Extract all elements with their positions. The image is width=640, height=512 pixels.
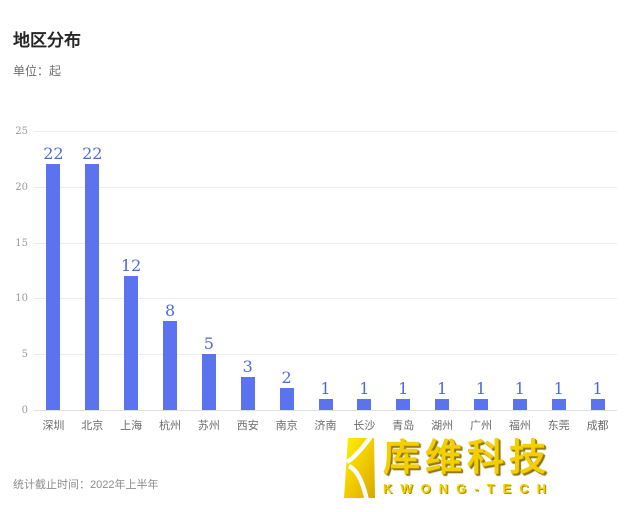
- y-axis-tick-label: 25: [15, 126, 28, 137]
- bar-value-label: 12: [120, 256, 142, 276]
- bar-东莞[interactable]: [551, 398, 566, 410]
- bar-value-label: 22: [43, 144, 64, 164]
- x-axis-category-label: 长沙: [353, 420, 376, 432]
- y-axis-tick-label: 10: [15, 293, 28, 305]
- x-axis-category-label: 福州: [508, 420, 531, 432]
- bar-成都[interactable]: [590, 398, 605, 410]
- y-axis-tick-label: 5: [21, 349, 28, 361]
- x-axis-category-label: 湖州: [431, 420, 454, 432]
- x-axis-category-label: 深圳: [42, 420, 65, 432]
- x-axis-category-label: 济南: [314, 420, 337, 432]
- bar-长沙[interactable]: [357, 398, 372, 410]
- chart-title: 地区分布: [13, 31, 81, 51]
- x-axis-category-label: 青岛: [392, 420, 415, 432]
- logo-k-icon: [344, 438, 375, 498]
- bar-value-label: 1: [514, 378, 525, 398]
- bar-湖州[interactable]: [435, 398, 450, 410]
- chart-unit-label: 单位：起: [13, 64, 62, 78]
- gridline: [34, 298, 617, 300]
- bar-苏州[interactable]: [201, 354, 216, 410]
- bar-杭州[interactable]: [163, 320, 178, 410]
- x-axis-category-label: 东莞: [547, 420, 570, 432]
- bar-value-label: 2: [281, 367, 292, 387]
- gridline: [34, 186, 617, 188]
- x-axis-category-label: 广州: [469, 420, 492, 432]
- bar-value-label: 22: [82, 144, 103, 164]
- x-axis-category-label: 上海: [120, 420, 143, 432]
- bar-北京[interactable]: [85, 164, 100, 410]
- y-axis-tick-label: 0: [21, 405, 28, 416]
- bar-value-label: 1: [320, 378, 331, 398]
- bar-value-label: 1: [553, 378, 564, 398]
- y-axis-tick-label: 20: [15, 181, 28, 193]
- x-axis-category-label: 苏州: [197, 420, 220, 432]
- company-logo: 库维科技 KWONG-TECH: [344, 438, 554, 498]
- x-axis-category-label: 杭州: [159, 420, 182, 432]
- gridline: [34, 354, 617, 356]
- bar-福州[interactable]: [512, 398, 527, 410]
- x-axis-category-label: 成都: [586, 420, 609, 432]
- logo-text: 库维科技 KWONG-TECH: [383, 436, 554, 497]
- bar-青岛[interactable]: [396, 398, 411, 410]
- x-axis-category-label: 北京: [81, 420, 104, 432]
- x-axis-category-label: 西安: [236, 420, 259, 432]
- bar-上海[interactable]: [124, 276, 139, 410]
- bar-value-label: 1: [437, 378, 448, 398]
- bar-南京[interactable]: [279, 387, 294, 410]
- bar-广州[interactable]: [473, 398, 488, 410]
- bar-value-label: 5: [203, 334, 214, 354]
- logo-cn-name: 库维科技: [383, 436, 551, 479]
- bar-chart-plot-area: 0 5 10 15 20 25 22 深圳 22 北京 12 上海 8 杭州 5 苏州 3 西安 2 南京 1 济南 1 长沙…: [15, 126, 617, 432]
- footer-note: 统计截止时间：2022年上半年: [13, 479, 159, 491]
- bar-value-label: 1: [359, 378, 370, 398]
- gridline: [34, 242, 617, 244]
- y-axis-tick-label: 15: [15, 237, 28, 249]
- bar-济南[interactable]: [318, 398, 333, 410]
- bar-西安[interactable]: [240, 376, 255, 410]
- bar-value-label: 1: [592, 378, 603, 398]
- gridline: [34, 131, 617, 132]
- bar-value-label: 3: [242, 356, 253, 376]
- x-axis-category-label: 南京: [275, 420, 298, 432]
- logo-en-name: KWONG-TECH: [383, 481, 554, 496]
- bar-value-label: 8: [164, 300, 176, 320]
- bar-value-label: 1: [398, 378, 409, 398]
- bar-value-label: 1: [475, 378, 487, 398]
- bar-深圳[interactable]: [46, 164, 61, 410]
- x-axis-line: [34, 410, 617, 411]
